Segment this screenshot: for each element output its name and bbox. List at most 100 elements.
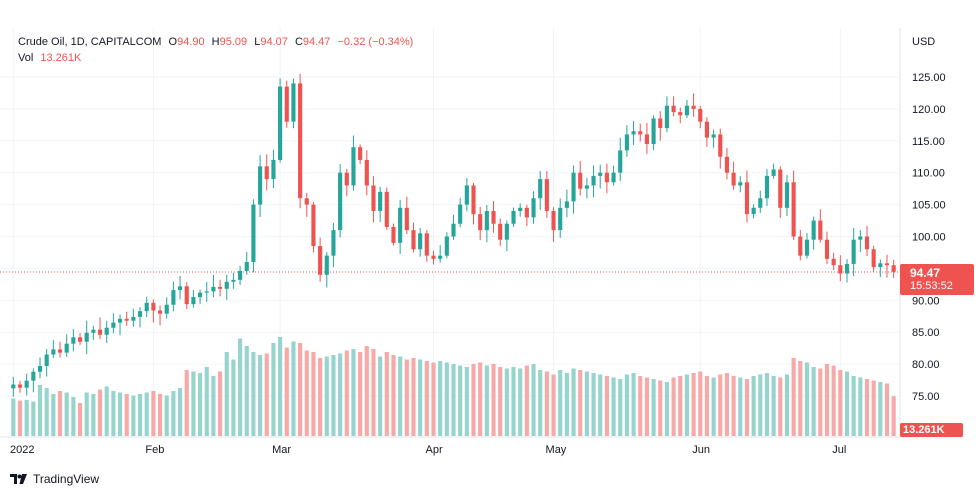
ohlc-legend: Crude Oil, 1D, CAPITALCOM O94.90 H95.09 …	[18, 36, 413, 48]
candle-body	[824, 239, 830, 259]
volume-bar	[111, 391, 116, 436]
volume-bar	[284, 347, 289, 436]
volume-bar	[758, 374, 763, 436]
volume-bar	[104, 386, 109, 436]
candle-body	[684, 105, 689, 116]
volume-bar	[184, 370, 189, 436]
tradingview-brand[interactable]: TradingView	[10, 472, 99, 486]
candle-body	[57, 349, 63, 353]
candle-body	[131, 316, 136, 321]
candle-body	[258, 166, 263, 205]
volume-bar	[364, 346, 369, 436]
candle-body	[44, 354, 49, 367]
volume-legend: Vol 13.261K	[18, 52, 81, 64]
price-tick-label: 115.00	[912, 136, 945, 148]
volume-value: 13.261K	[40, 52, 82, 64]
candle-body	[718, 134, 723, 157]
candle-body	[398, 207, 403, 243]
candle-body	[344, 172, 349, 186]
volume-bar	[811, 367, 816, 436]
candle-body	[271, 159, 276, 180]
candle-body	[338, 172, 343, 231]
candle-body	[704, 121, 709, 138]
volume-bar	[518, 368, 523, 436]
candle-body	[371, 185, 376, 211]
volume-bar	[244, 346, 249, 436]
volume-bar	[718, 374, 723, 436]
candle-body	[578, 172, 583, 189]
volume-bar	[578, 370, 583, 436]
volume-bar	[91, 394, 96, 436]
candle-body	[151, 302, 156, 311]
volume-bar	[771, 376, 776, 436]
volume-bar	[37, 385, 43, 436]
candle-body	[784, 182, 790, 208]
candle-body	[731, 172, 736, 186]
candle-body	[511, 210, 516, 224]
symbol-name: Crude Oil, 1D, CAPITALCOM	[18, 36, 162, 48]
volume-bar	[164, 395, 169, 436]
volume-bar	[711, 377, 716, 436]
candle-body	[211, 286, 216, 292]
volume-bar	[438, 361, 443, 436]
time-tick-label: Jun	[692, 444, 710, 456]
candle-body	[171, 290, 176, 305]
candle-body	[51, 349, 56, 355]
volume-bar	[838, 370, 843, 436]
candle-body	[804, 239, 810, 256]
volume-bar	[71, 397, 76, 436]
candle-body	[631, 131, 636, 135]
volume-bar	[604, 376, 609, 436]
candle-body	[358, 147, 363, 160]
volume-bar	[131, 395, 136, 436]
candle-body	[64, 343, 69, 353]
volume-bar	[751, 376, 756, 436]
candle-body	[11, 384, 16, 389]
candle-body	[404, 207, 409, 231]
candle-body	[771, 169, 776, 176]
volume-bar	[17, 400, 23, 436]
volume-bar	[44, 388, 49, 436]
candle-body	[384, 191, 389, 227]
volume-bar	[191, 371, 196, 436]
candle-body	[177, 286, 183, 291]
candle-body	[24, 380, 29, 388]
candle-body	[77, 337, 83, 342]
volume-bar	[891, 396, 896, 436]
volume-bar	[538, 370, 543, 436]
volume-bar	[558, 370, 563, 436]
candle-body	[858, 236, 863, 240]
candle-body	[618, 150, 623, 173]
volume-bar	[331, 355, 336, 436]
candle-body	[84, 332, 89, 342]
volume-bar	[624, 374, 629, 436]
candle-body	[284, 86, 289, 122]
candle-body	[31, 371, 36, 381]
candle-body	[411, 230, 416, 250]
volume-bar	[631, 373, 636, 436]
volume-bar	[204, 367, 209, 436]
volume-bar	[384, 352, 389, 436]
candle-body	[191, 297, 196, 305]
volume-bar	[378, 356, 383, 436]
currency-label[interactable]: USD	[912, 36, 936, 48]
volume-bar	[451, 364, 456, 436]
volume-bar	[151, 391, 156, 436]
volume-bar	[651, 379, 656, 436]
candle-body	[278, 86, 283, 160]
volume-bar	[611, 377, 616, 436]
volume-bar	[218, 371, 223, 436]
volume-bar	[484, 365, 489, 436]
volume-bar	[684, 374, 689, 436]
candle-body	[671, 105, 676, 113]
last-price-value: 94.47	[910, 266, 941, 280]
volume-bar	[671, 377, 676, 436]
candle-body	[544, 179, 549, 211]
candle-body	[364, 159, 369, 186]
candle-body	[71, 337, 76, 344]
time-tick-label: Feb	[145, 444, 164, 456]
candle-body	[97, 329, 103, 335]
candle-body	[198, 292, 203, 298]
volume-bar	[504, 368, 509, 436]
